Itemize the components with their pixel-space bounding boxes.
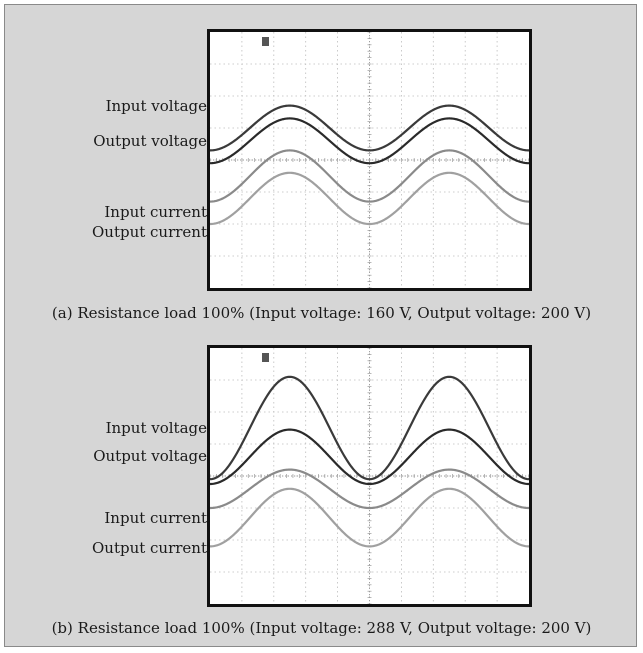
label-output-voltage-b: Output voltage [93, 447, 207, 465]
series-input-voltage-b [210, 375, 529, 481]
oscilloscope-panel-a [207, 29, 532, 291]
label-input-current-a: Input current [104, 203, 207, 221]
waveform-plot-b [210, 348, 529, 604]
label-input-current-b: Input current [104, 509, 207, 527]
trigger-marker-a [262, 37, 269, 46]
series-output-current-a [210, 171, 529, 226]
oscilloscope-panel-b [207, 345, 532, 607]
trigger-marker-b [262, 353, 269, 362]
caption-a: (a) Resistance load 100% (Input voltage:… [51, 304, 592, 322]
label-output-current-b: Output current [91, 539, 207, 557]
figure-frame: Input voltage Output voltage Input curre… [4, 4, 637, 647]
series-output-current-b [210, 487, 529, 548]
waveform-plot-a [210, 32, 529, 288]
caption-b: (b) Resistance load 100% (Input voltage:… [51, 619, 592, 637]
series-output-voltage-a [210, 117, 529, 165]
label-input-voltage-b: Input voltage [105, 419, 207, 437]
series-output-voltage-b [210, 428, 529, 486]
series-input-current-a [210, 149, 529, 203]
label-output-voltage-a: Output voltage [93, 132, 207, 150]
series-input-voltage-a [210, 104, 529, 152]
label-output-current-a: Output current [91, 223, 207, 241]
series-input-current-b [210, 468, 529, 510]
label-input-voltage-a: Input voltage [105, 97, 207, 115]
